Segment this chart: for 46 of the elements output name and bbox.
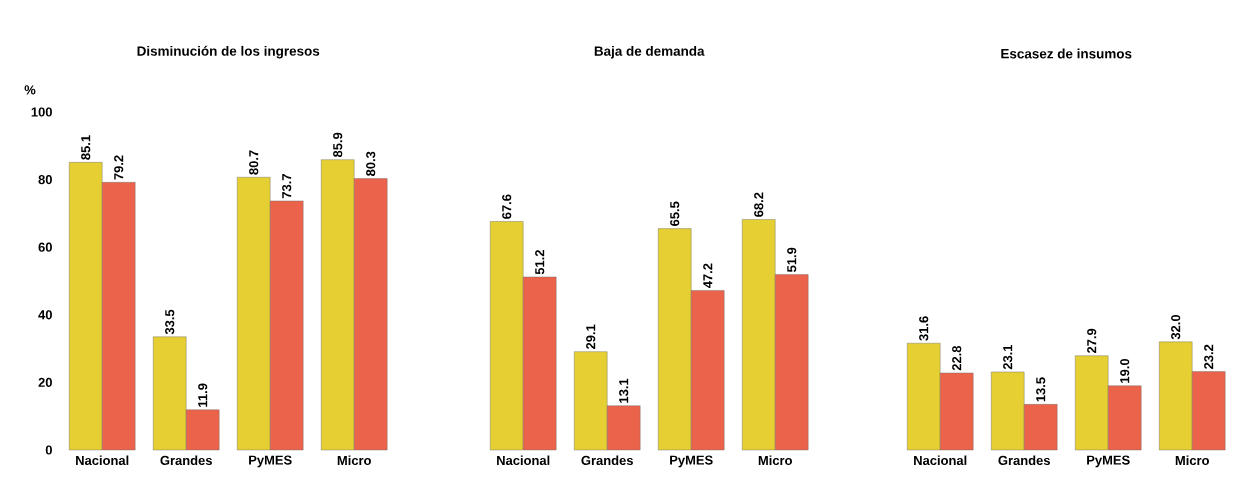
chart-title: Escasez de insumos [1001, 48, 1132, 59]
data-label: 11.9 [198, 383, 208, 407]
y-tick-label: 80 [38, 175, 52, 185]
x-tick-label: PyMES [249, 455, 292, 468]
data-label: 67.6 [502, 194, 512, 219]
x-tick-label: Nacional [76, 455, 129, 466]
x-tick-label: Grandes [998, 455, 1050, 466]
x-tick-label: Nacional [914, 455, 967, 466]
data-label: 13.1 [619, 378, 629, 403]
data-label: 79.2 [114, 155, 124, 180]
y-axis-title: % [24, 85, 36, 95]
data-label: 80.3 [366, 151, 376, 176]
data-label: 23.2 [1204, 344, 1214, 369]
data-label: 33.5 [165, 309, 175, 335]
data-label: 65.5 [670, 201, 680, 226]
data-label: 73.7 [282, 174, 292, 199]
data-label: 31.6 [919, 316, 929, 341]
y-tick-label: 20 [38, 377, 52, 387]
chart-title: Disminución de los ingresos [137, 45, 320, 59]
data-label: 13.5 [1036, 377, 1046, 402]
data-label: 27.9 [1087, 328, 1097, 354]
data-label: 19.0 [1120, 358, 1130, 383]
x-tick-label: Nacional [497, 455, 550, 466]
y-tick-label: 40 [38, 310, 52, 320]
data-label: 23.1 [1003, 344, 1013, 370]
x-tick-label: Grandes [581, 455, 633, 466]
x-tick-label: PyMES [1087, 455, 1130, 468]
data-label: 80.7 [249, 150, 259, 175]
data-label: 32.0 [1171, 314, 1181, 340]
x-tick-label: Micro [337, 455, 371, 466]
data-label: 47.2 [703, 263, 713, 289]
x-tick-label: Micro [1175, 455, 1209, 466]
data-label: 68.2 [754, 192, 764, 217]
data-label: 22.8 [952, 345, 962, 371]
data-label: 29.1 [586, 324, 596, 349]
x-tick-label: PyMES [670, 455, 713, 468]
data-label: 85.9 [333, 132, 343, 158]
y-tick-label: 0 [45, 445, 52, 455]
y-tick-label: 100 [31, 107, 52, 117]
data-label: 51.2 [535, 250, 545, 275]
data-label: 85.1 [81, 135, 91, 160]
x-tick-label: Micro [758, 455, 792, 466]
data-label: 51.9 [787, 247, 797, 272]
chart-title: Baja de demanda [594, 45, 705, 59]
y-tick-label: 60 [38, 242, 52, 252]
x-tick-label: Grandes [160, 455, 212, 466]
